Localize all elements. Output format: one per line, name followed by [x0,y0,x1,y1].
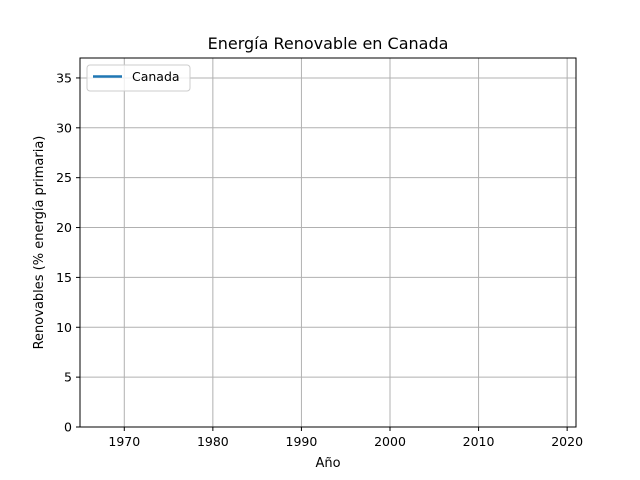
x-tick-label: 2010 [463,434,495,449]
plot-frame [79,57,577,428]
y-tick-label: 25 [56,170,72,185]
x-tick-label: 1990 [286,434,318,449]
legend-box [86,64,191,92]
chart-title: Energía Renovable en Canada [208,34,449,53]
y-tick-label: 35 [56,70,72,85]
y-tick-label: 5 [64,370,72,385]
x-tick-label: 2020 [551,434,583,449]
y-tick-label: 20 [56,220,72,235]
axis-ticks: 1970 1980 1990 2000 2010 2020 0 5 10 15 20 25 30 35 [56,70,583,449]
x-tick-label: 1980 [197,434,229,449]
y-tick-label: 30 [56,120,72,135]
x-tick-label: 2000 [374,434,406,449]
y-axis-label: Renovables (% energía primaria) [32,136,47,350]
y-tick-label: 10 [56,320,72,335]
y-tick-label: 15 [56,270,72,285]
x-axis-label: Año [315,456,340,471]
y-tick-label: 0 [64,420,72,435]
grid [80,58,576,428]
legend-label-canada: Canada [132,69,180,84]
x-tick-label: 1970 [108,434,140,449]
legend: Canada [86,64,191,92]
